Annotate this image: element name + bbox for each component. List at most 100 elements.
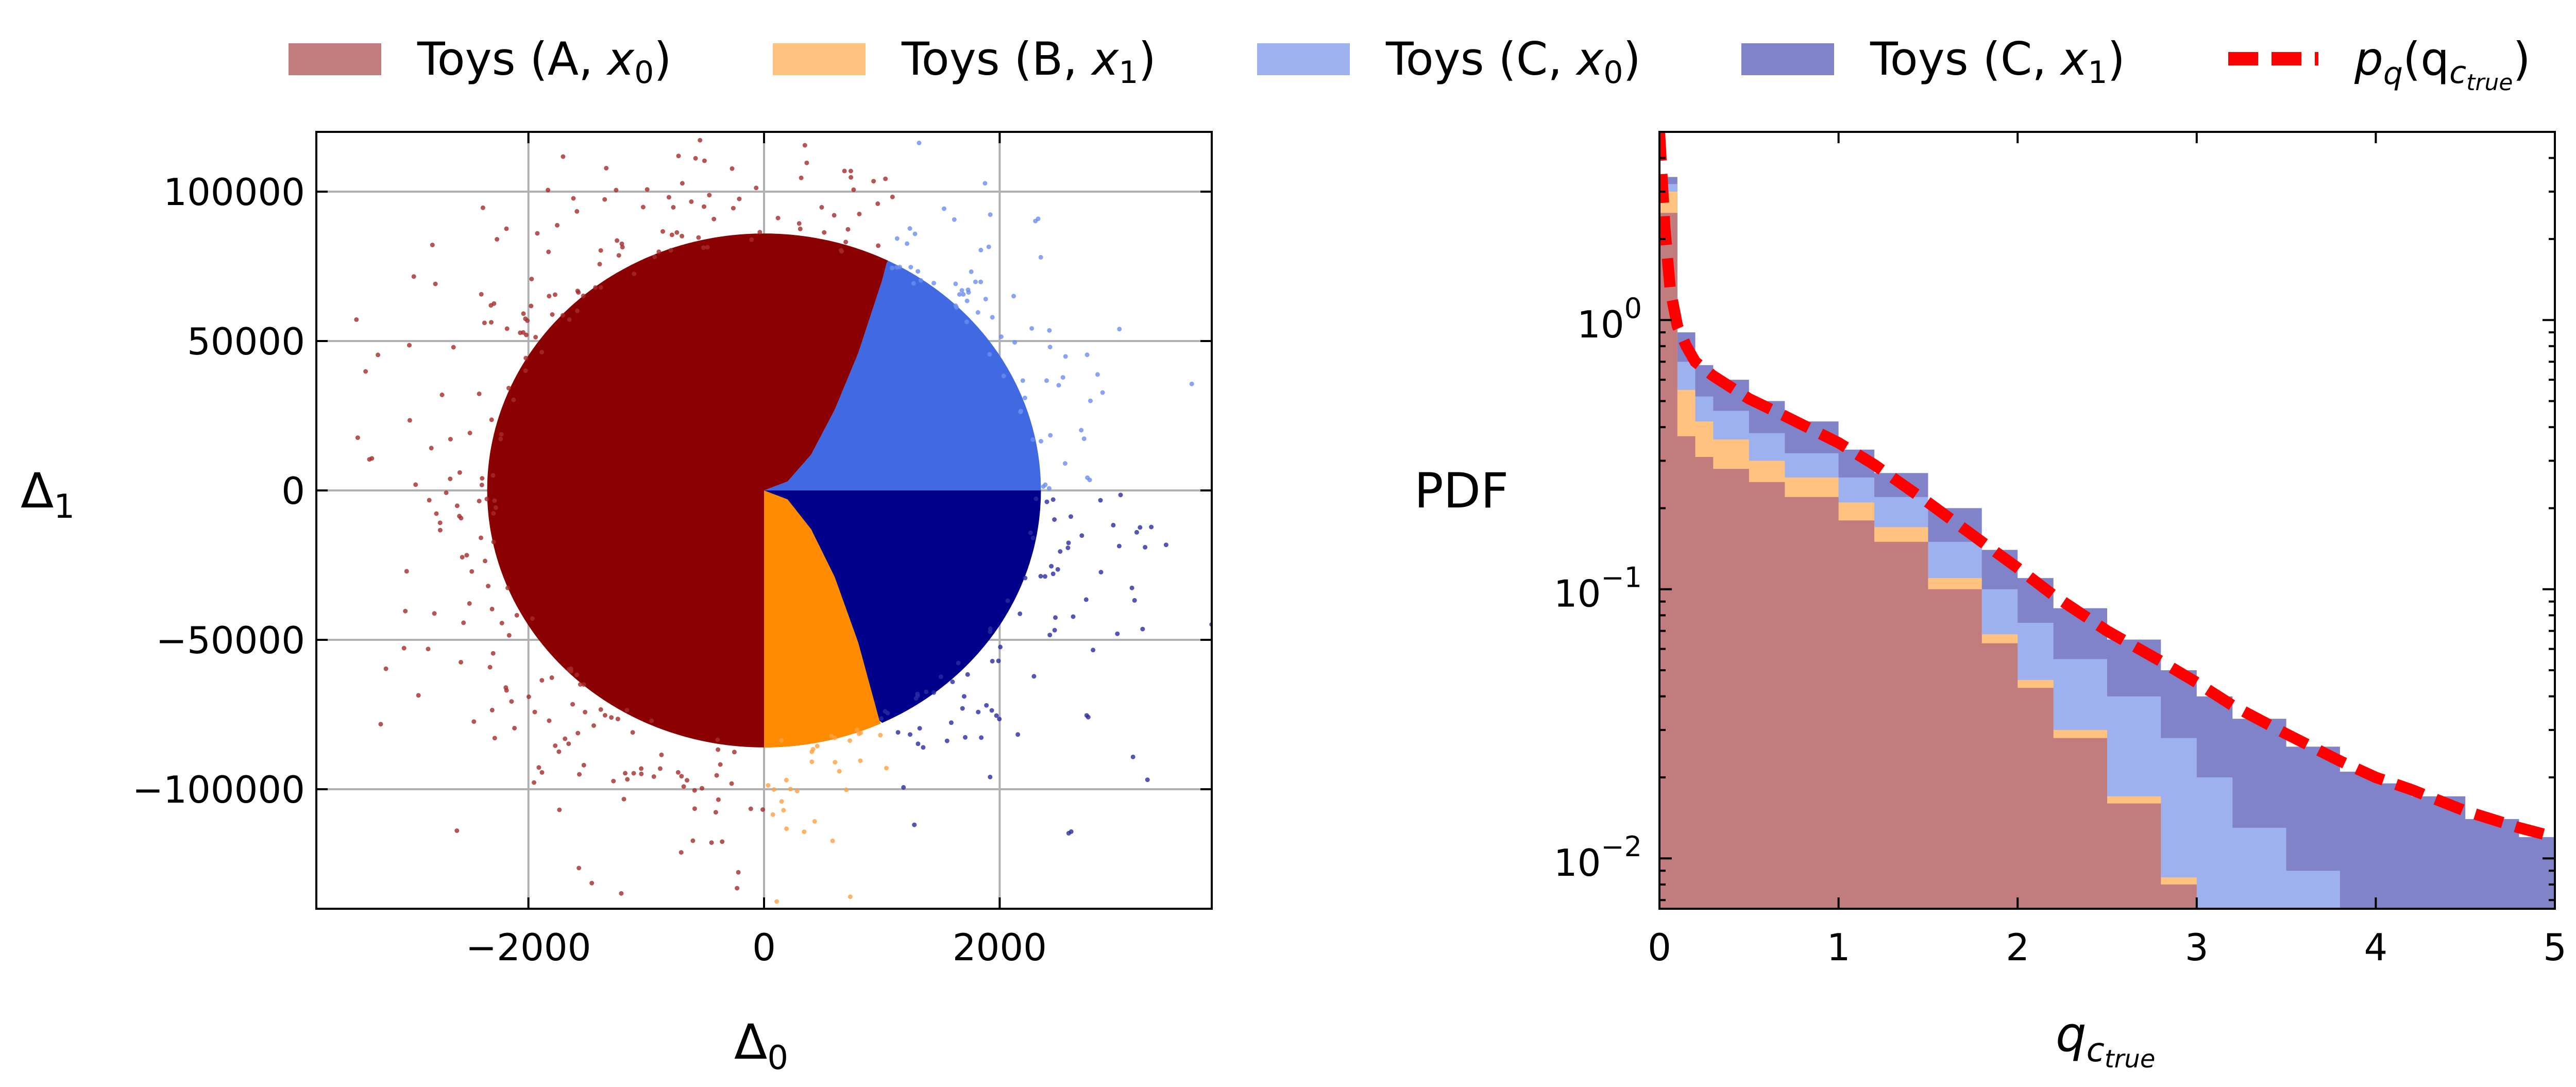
scatter-point: [736, 870, 741, 875]
scatter-point: [486, 584, 490, 589]
scatter-point: [779, 799, 784, 804]
scatter-point: [944, 738, 950, 743]
scatter-point: [716, 797, 721, 802]
scatter-point: [407, 418, 412, 423]
scatter-point: [1091, 648, 1096, 653]
scatter-point: [998, 644, 1003, 650]
scatter-point: [848, 738, 853, 743]
scatter-point: [1047, 328, 1052, 333]
scatter-point: [703, 50, 707, 55]
scatter-point: [403, 608, 408, 614]
scatter-point: [941, 206, 946, 211]
scatter-region-toys-b-x1: [764, 490, 881, 748]
scatter-point: [505, 585, 510, 590]
scatter-point: [575, 308, 580, 313]
scatter-point: [640, 205, 646, 210]
scatter-point: [492, 301, 497, 306]
scatter-frame: [315, 131, 1213, 910]
scatter-point: [616, 253, 621, 258]
scatter-point: [523, 368, 528, 373]
scatter-point: [657, 766, 663, 771]
scatter-point: [615, 238, 620, 243]
scatter-point: [632, 271, 637, 276]
scatter-point: [679, 774, 684, 779]
scatter-point: [532, 780, 536, 785]
scatter-point: [965, 672, 970, 677]
scatter-point: [1116, 544, 1122, 549]
scatter-point: [1138, 525, 1143, 530]
histogram-areas: [1659, 177, 2555, 909]
scatter-point: [1052, 627, 1057, 633]
scatter-point: [771, 787, 776, 792]
scatter-point: [378, 722, 383, 727]
scatter-point: [784, 826, 789, 831]
scatter-point: [383, 666, 388, 671]
scatter-point: [490, 473, 496, 478]
scatter-point: [598, 285, 603, 290]
histogram-x-tick-label: 5: [2543, 926, 2567, 969]
scatter-point: [624, 708, 630, 712]
scatter-point: [938, 674, 943, 680]
scatter-point: [730, 166, 735, 171]
scatter-point: [591, 723, 596, 728]
scatter-point: [489, 417, 494, 422]
scatter-point: [954, 305, 959, 310]
scatter-point: [879, 716, 884, 721]
scatter-point: [975, 310, 980, 315]
scatter-point: [536, 765, 541, 770]
scatter-point: [437, 520, 443, 525]
scatter-point: [798, 226, 803, 231]
scatter-point: [471, 719, 477, 724]
scatter-point: [460, 555, 465, 560]
scatter-point: [766, 783, 771, 788]
scatter-ticks: [316, 132, 1212, 909]
scatter-point: [539, 678, 545, 683]
scatter-point: [546, 249, 551, 254]
scatter-point: [484, 497, 489, 502]
scatter-point: [875, 201, 880, 206]
legend-label: Toys (C, x1): [1870, 32, 2125, 91]
legend-item-toys-c-x0: Toys (C, x0): [1257, 32, 1641, 91]
scatter-point: [355, 435, 360, 440]
scatter-point: [566, 667, 571, 672]
scatter-point: [563, 736, 568, 741]
legend-label: Toys (C, x0): [1385, 32, 1641, 91]
scatter-point: [964, 319, 970, 325]
scatter-point: [614, 188, 619, 193]
scatter-point: [1163, 542, 1168, 548]
scatter-point: [448, 477, 453, 481]
scatter-point: [566, 741, 571, 746]
scatter-point: [973, 279, 978, 284]
scatter-point: [692, 788, 697, 793]
scatter-point: [1030, 535, 1036, 540]
scatter-point: [716, 747, 721, 752]
scatter-point: [775, 215, 781, 220]
histogram-y-tick-label: 100: [1577, 292, 1642, 346]
scatter-point: [427, 498, 432, 503]
scatter-point: [1049, 564, 1054, 569]
scatter-point: [487, 665, 493, 670]
scatter-region-toys-c-x0: [764, 261, 1041, 490]
scatter-point: [526, 694, 531, 699]
scatter-point: [729, 781, 734, 786]
scatter-point: [363, 369, 368, 374]
legend-swatch: [1257, 43, 1350, 75]
scatter-point: [692, 806, 697, 811]
scatter-y-tick-label: −50000: [156, 619, 305, 662]
scatter-point: [499, 621, 504, 625]
scatter-point: [754, 185, 759, 191]
scatter-point: [619, 891, 624, 896]
scatter-point: [984, 703, 989, 708]
scatter-point: [1088, 398, 1093, 403]
scatter-point: [988, 774, 993, 779]
scatter-point: [429, 446, 434, 451]
scatter-point: [802, 143, 807, 148]
scatter-point: [684, 1026, 689, 1031]
scatter-point: [1018, 611, 1023, 616]
scatter-point: [539, 350, 545, 354]
scatter-point: [656, 249, 662, 254]
scatter-point: [912, 822, 917, 827]
scatter-point: [1030, 437, 1036, 442]
scatter-point: [675, 770, 681, 775]
scatter-point: [781, 808, 786, 813]
